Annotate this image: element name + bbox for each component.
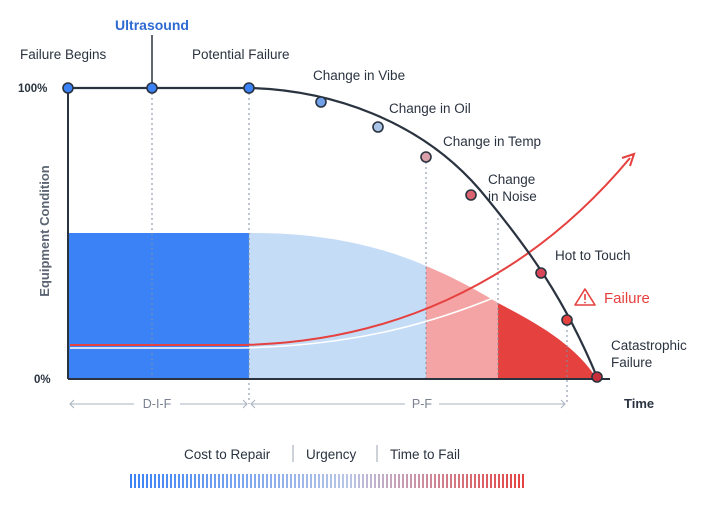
condition-point-5	[372, 121, 384, 133]
dif-label-bg	[134, 395, 180, 413]
label-change-in-oil: Change in Oil	[389, 101, 471, 116]
pf-bracket-left	[250, 399, 256, 409]
pf-label: P-F	[412, 397, 433, 411]
label-change-in-noise-line2: in Noise	[488, 189, 537, 204]
label-change-in-temp: Change in Temp	[443, 134, 541, 149]
warning-icon-dot	[584, 301, 586, 304]
label-change-in-vibe: Change in Vibe	[313, 68, 405, 83]
pf-red-area	[498, 303, 597, 379]
condition-point-2	[146, 82, 158, 94]
ultrasound-label: Ultrasound	[115, 17, 189, 33]
label-catastrophic-line1: Catastrophic	[611, 338, 687, 353]
dif-label: D-I-F	[143, 397, 172, 411]
pf-light-area	[249, 232, 426, 379]
label-potential-failure: Potential Failure	[192, 47, 290, 62]
y-tick-0: 0%	[34, 374, 51, 386]
condition-point-3	[243, 82, 255, 94]
urgency-curve	[70, 157, 631, 346]
legend-urgency: Urgency	[306, 447, 357, 462]
condition-point-7	[465, 189, 477, 201]
label-catastrophic-failure: Catastrophic Failure	[611, 338, 691, 370]
condition-point-6	[420, 151, 432, 163]
condition-point-10	[591, 371, 603, 383]
failure-warning: Failure	[574, 288, 650, 307]
legend-time-to-fail: Time to Fail	[390, 447, 460, 462]
label-hot-to-touch: Hot to Touch	[555, 248, 631, 263]
legend-cost-to-repair: Cost to Repair	[184, 447, 271, 462]
pf-pink-area	[426, 266, 498, 379]
pf-label-bg	[405, 395, 439, 413]
condition-point-8	[535, 267, 547, 279]
label-catastrophic-line2: Failure	[611, 355, 652, 370]
y-axis-label: Equipment Condition	[37, 165, 52, 296]
label-failure-begins: Failure Begins	[20, 47, 107, 62]
warning-icon	[574, 288, 596, 306]
label-change-in-noise: Change in Noise	[488, 172, 539, 204]
dif-area	[68, 233, 249, 379]
condition-point-9	[561, 314, 573, 326]
urgency-curve-blue	[70, 295, 499, 349]
y-tick-100: 100%	[18, 83, 47, 95]
urgency-arrowhead	[621, 152, 636, 167]
legend-gradient-bar	[130, 474, 526, 488]
dif-bracket-left	[69, 399, 75, 409]
label-failure: Failure	[604, 290, 650, 307]
condition-point-1	[62, 82, 74, 94]
x-axis-label: Time	[624, 396, 654, 411]
condition-curve	[68, 86, 599, 378]
dif-bracket-right	[242, 399, 248, 409]
pf-bracket-right	[560, 399, 566, 409]
label-change-in-noise-line1: Change	[488, 172, 535, 187]
condition-point-4	[315, 96, 327, 108]
